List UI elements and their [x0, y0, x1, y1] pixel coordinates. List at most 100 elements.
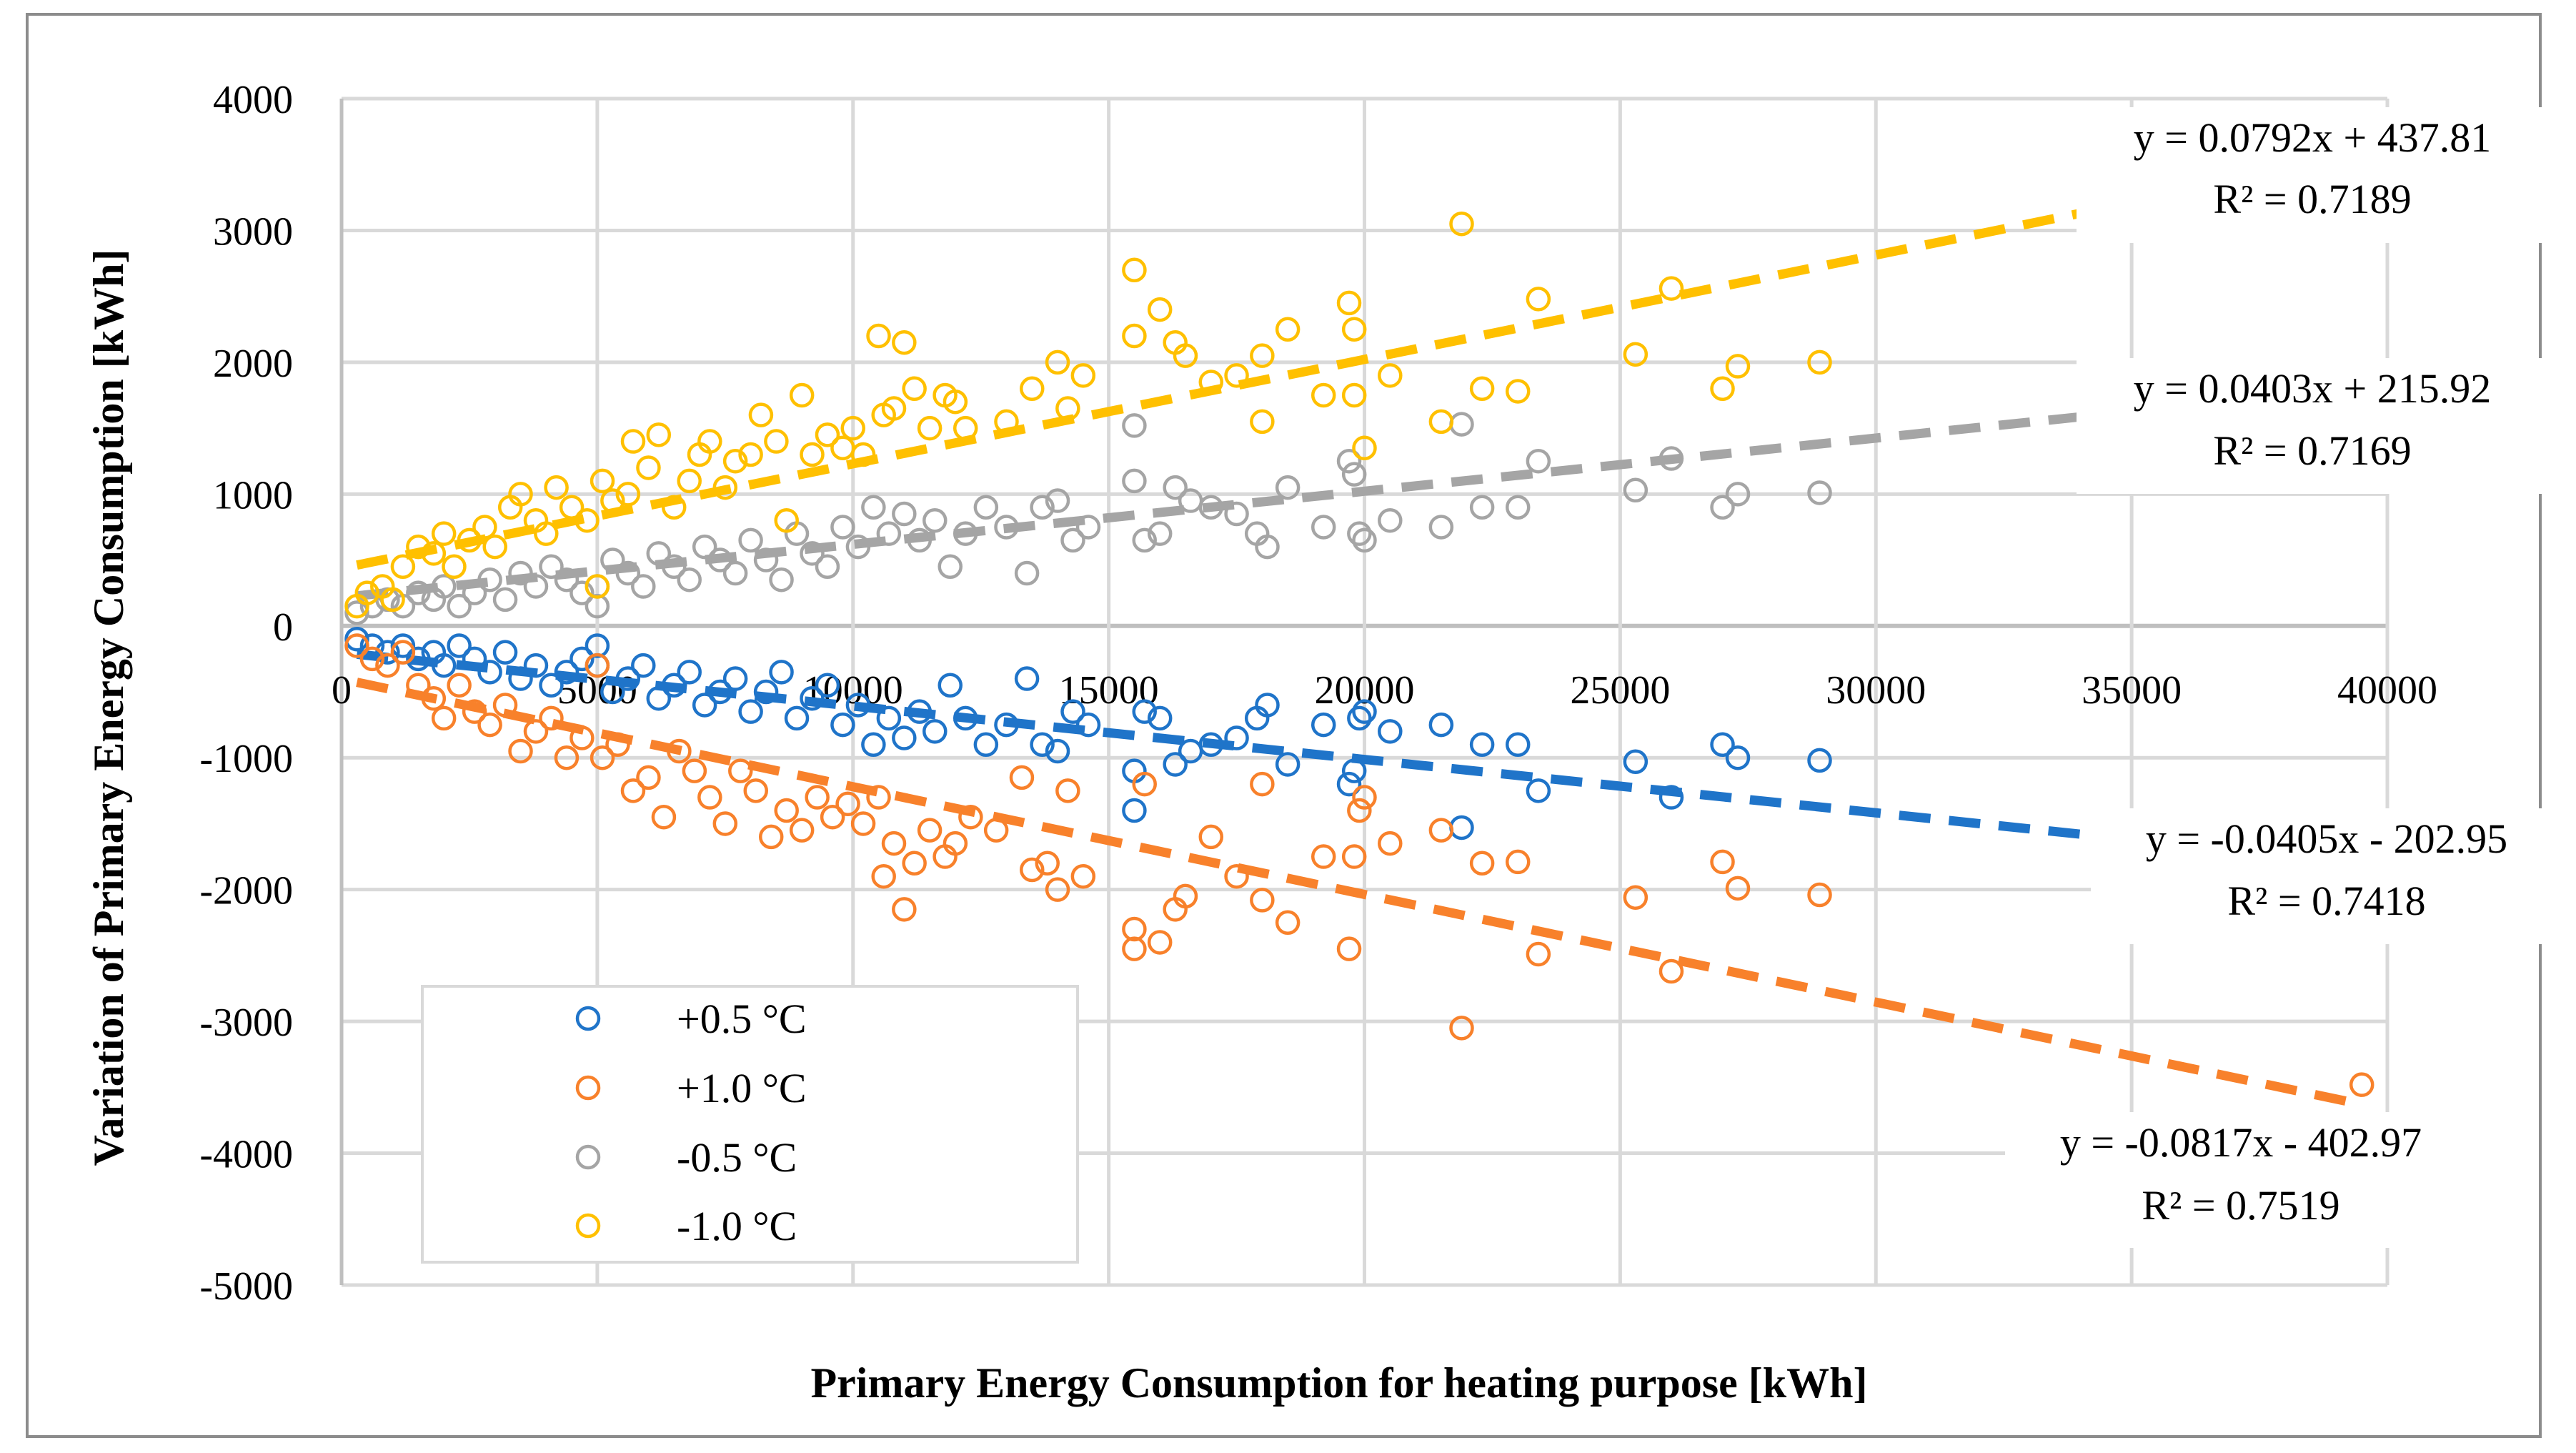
data-point: [1378, 719, 1403, 744]
data-point: [1045, 877, 1070, 902]
data-point: [477, 567, 502, 592]
data-point: [1341, 462, 1367, 487]
data-point: [892, 725, 917, 750]
data-point: [712, 811, 738, 836]
data-point: [1014, 666, 1040, 691]
data-point: [892, 329, 917, 355]
data-point: [646, 422, 672, 447]
data-point: [697, 429, 722, 454]
data-point: [1341, 758, 1367, 783]
data-point: [677, 567, 702, 592]
series-1-points: [344, 633, 2374, 1097]
data-point: [753, 547, 779, 572]
data-point: [344, 626, 369, 652]
data-point: [1352, 785, 1377, 810]
data-point: [1341, 317, 1367, 342]
data-point: [1014, 560, 1040, 586]
trendline-equations: y = -0.0405x - 202.95 R² = 0.7418 y = -0.0…: [2005, 107, 2562, 1248]
data-point: [1526, 287, 1551, 312]
data-point: [636, 455, 661, 480]
data-point: [784, 705, 810, 731]
data-point: [1469, 495, 1495, 520]
data-point: [442, 554, 467, 580]
data-point: [1428, 515, 1454, 540]
data-point: [1352, 699, 1377, 724]
y-tick-label: -2000: [199, 869, 293, 913]
trendline-r2: R² = 0.7418: [2227, 878, 2425, 924]
data-point: [994, 409, 1019, 435]
data-points: [344, 211, 2374, 1097]
data-point: [728, 758, 753, 783]
data-point: [1035, 851, 1060, 876]
data-point: [1055, 396, 1080, 421]
data-point: [764, 429, 789, 454]
data-point: [1341, 382, 1367, 408]
x-tick-label: 40000: [2337, 668, 2437, 713]
data-point: [722, 666, 748, 691]
data-point: [938, 673, 963, 698]
data-point: [1132, 699, 1157, 724]
data-point: [1250, 409, 1275, 435]
y-tick-label: 1000: [213, 473, 293, 517]
data-point: [1173, 883, 1198, 909]
data-point: [881, 830, 907, 856]
series-0-points: [344, 626, 1832, 840]
data-point: [539, 673, 564, 698]
data-point: [953, 705, 978, 731]
data-point: [585, 653, 610, 678]
data-point: [1807, 349, 1832, 375]
data-point: [1060, 527, 1085, 553]
data-point: [620, 778, 646, 803]
data-point: [457, 527, 482, 553]
data-point: [958, 804, 983, 830]
trendline-r2: R² = 0.7169: [2213, 427, 2411, 474]
data-point: [2349, 1072, 2374, 1097]
data-point: [1173, 343, 1198, 368]
data-point: [1505, 732, 1531, 758]
data-point: [774, 798, 799, 823]
data-point: [712, 475, 738, 500]
data-point: [983, 818, 1009, 843]
equation-background: [2077, 107, 2548, 243]
data-point: [1336, 290, 1362, 316]
data-point: [354, 580, 380, 605]
y-tick-label: -1000: [199, 737, 293, 781]
data-point: [554, 660, 580, 685]
data-point: [707, 547, 732, 572]
data-point: [1224, 363, 1249, 388]
data-point: [1147, 705, 1173, 731]
data-point: [375, 653, 400, 678]
data-point: [902, 851, 927, 876]
data-point: [590, 468, 615, 494]
data-point: [953, 415, 978, 441]
data-point: [600, 547, 625, 572]
data-point: [677, 660, 702, 685]
series-2-points: [344, 412, 1832, 625]
data-point: [840, 415, 865, 441]
y-tick-label: 3000: [213, 209, 293, 254]
data-point: [344, 600, 369, 625]
data-point: [789, 818, 815, 843]
legend: +0.5 °C +1.0 °C -0.5 °C -1.0 °C: [421, 985, 1079, 1264]
data-point: [492, 640, 518, 665]
data-point: [1347, 521, 1372, 546]
data-point: [1336, 771, 1362, 797]
x-tick-label: 30000: [1826, 668, 1926, 713]
data-point: [406, 646, 431, 672]
legend-label: -0.5 °C: [677, 1134, 797, 1181]
equation-background: [2091, 808, 2562, 944]
data-point: [923, 719, 948, 744]
data-point: [570, 646, 595, 672]
data-point: [406, 580, 431, 605]
data-point: [789, 382, 815, 408]
data-point: [1224, 725, 1249, 750]
data-point: [866, 785, 891, 810]
data-point: [907, 699, 933, 724]
data-point: [447, 673, 472, 698]
data-point: [1659, 446, 1684, 471]
trendline-r2: R² = 0.7519: [2142, 1182, 2339, 1229]
data-point: [615, 666, 641, 691]
legend-marker: [575, 1075, 601, 1101]
data-point: [850, 811, 876, 836]
